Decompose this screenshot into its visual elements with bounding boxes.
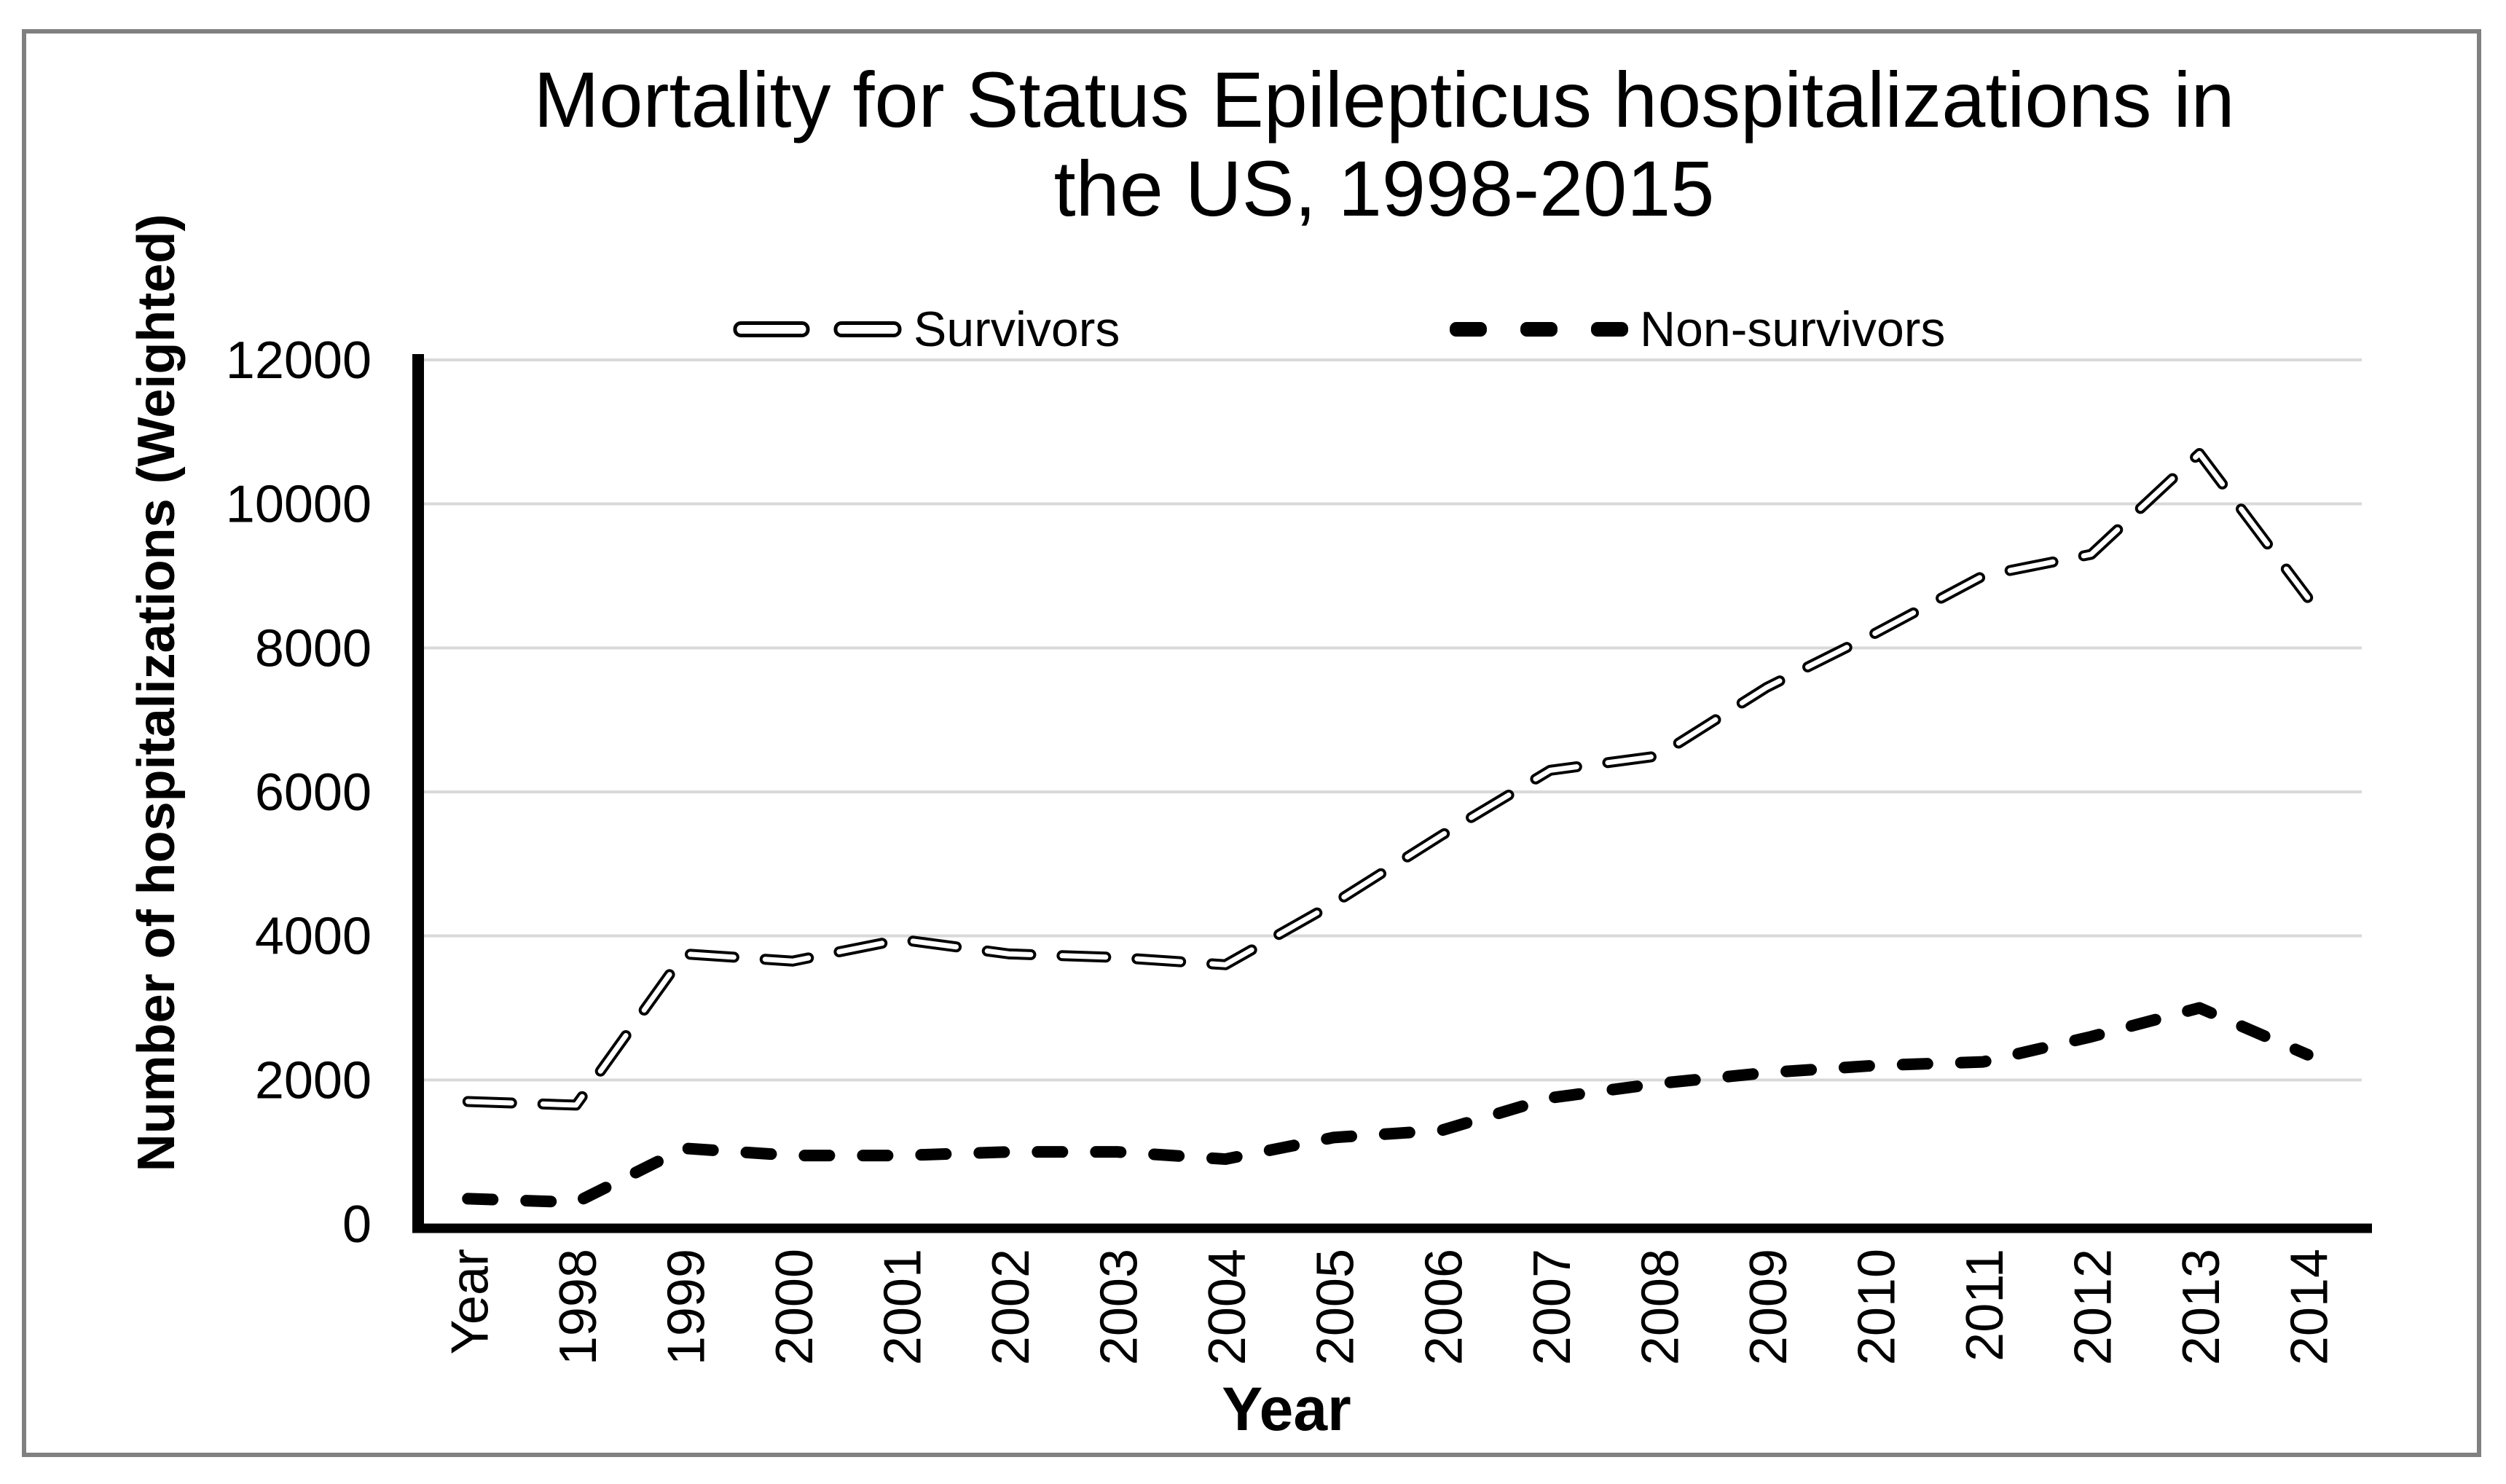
y-tick-label: 2000: [255, 1051, 372, 1110]
y-tick-label: 4000: [255, 908, 372, 966]
x-tick-label: 2012: [2065, 1249, 2123, 1365]
x-tick-label: 2004: [1198, 1249, 1257, 1365]
non-survivors-line: [462, 1002, 2314, 1209]
x-tick-label: 2013: [2172, 1249, 2231, 1365]
x-tick-label: 2009: [1740, 1249, 1798, 1365]
x-tick-label: 2006: [1415, 1249, 1473, 1365]
legend-entry-survivors: Survivors: [733, 300, 1120, 358]
x-axis-title: Year: [1222, 1375, 1351, 1443]
x-tick-label: 2001: [874, 1249, 932, 1365]
y-tick-label: 6000: [255, 763, 372, 822]
x-tick-label: 2014: [2281, 1249, 2339, 1365]
x-tick-label: 2010: [1848, 1249, 1906, 1365]
x-tick-label: 2011: [1956, 1249, 2014, 1362]
legend-label-survivors: Survivors: [914, 302, 1120, 357]
survivors-line: [462, 447, 2314, 1111]
non-survivors-dash-icon: [1450, 322, 1628, 337]
chart-title: Mortality for Status Epilepticus hospita…: [291, 55, 2477, 233]
survivors-line-inner: [465, 450, 2311, 1108]
x-tick-label: 2003: [1091, 1249, 1149, 1365]
x-tick-label: 1998: [549, 1249, 608, 1365]
y-tick-label: 0: [342, 1196, 372, 1254]
x-tick-label: 2000: [766, 1249, 824, 1365]
x-tick-label: 2005: [1307, 1249, 1365, 1365]
y-tick-label: 8000: [255, 619, 372, 678]
legend-label-non-survivors: Non-survivors: [1640, 302, 1946, 357]
x-tick-label: 2007: [1523, 1249, 1582, 1365]
x-tick-label: 2002: [982, 1249, 1040, 1365]
x-tick-label: 2008: [1631, 1249, 1689, 1365]
survivors-dash-icon: [733, 321, 902, 337]
chart-title-line-1: Mortality for Status Epilepticus hospita…: [533, 55, 2235, 144]
chart-title-line-2: the US, 1998-2015: [1053, 144, 1715, 232]
legend-entry-non-survivors: Non-survivors: [1450, 300, 1945, 358]
y-tick-label: 10000: [226, 476, 372, 534]
x-tick-label: Year: [441, 1249, 499, 1354]
x-tick-label: 1999: [657, 1249, 715, 1365]
y-tick-label: 12000: [226, 331, 372, 390]
